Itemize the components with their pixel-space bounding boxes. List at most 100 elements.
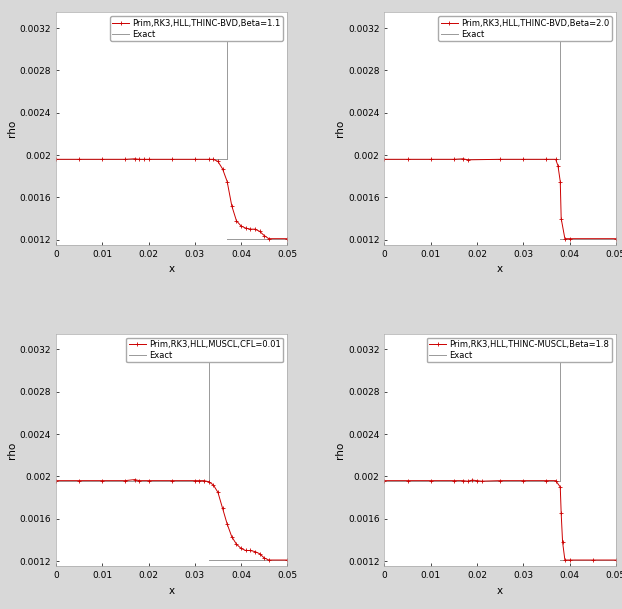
Line: Prim,RK3,HLL,THINC-BVD,Beta=2.0: Prim,RK3,HLL,THINC-BVD,Beta=2.0 [382, 157, 618, 241]
Prim,RK3,HLL,MUSCL,CFL=0.01 [75, 477, 83, 484]
Prim,RK3,HLL,THINC-BVD,Beta=1.1 [75, 156, 83, 163]
Prim,RK3,HLL,THINC-BVD,Beta=2.0 [557, 215, 565, 222]
X-axis label: x: x [169, 586, 175, 596]
Prim,RK3,HLL,THINC-BVD,Beta=1.1 [205, 156, 212, 163]
Prim,RK3,HLL,THINC-BVD,Beta=1.1 [131, 155, 138, 163]
Prim,RK3,HLL,MUSCL,CFL=0.01 [122, 477, 129, 484]
Prim,RK3,HLL,MUSCL,CFL=0.01 [52, 477, 60, 484]
Prim,RK3,HLL,MUSCL,CFL=0.01 [200, 477, 208, 484]
X-axis label: x: x [497, 264, 503, 275]
Prim,RK3,HLL,THINC-MUSCL,Beta=1.8 [552, 477, 559, 484]
Prim,RK3,HLL,THINC-BVD,Beta=1.1 [238, 222, 245, 230]
Exact [284, 557, 291, 564]
Prim,RK3,HLL,THINC-BVD,Beta=1.1 [233, 217, 240, 224]
Prim,RK3,HLL,MUSCL,CFL=0.01 [145, 477, 152, 484]
Prim,RK3,HLL,MUSCL,CFL=0.01 [136, 477, 143, 484]
Exact [205, 557, 212, 564]
Prim,RK3,HLL,THINC-MUSCL,Beta=1.8 [496, 477, 504, 484]
Prim,RK3,HLL,MUSCL,CFL=0.01 [265, 557, 272, 564]
Prim,RK3,HLL,THINC-BVD,Beta=1.1 [219, 165, 226, 172]
Legend: Prim,RK3,HLL,MUSCL,CFL=0.01, Exact: Prim,RK3,HLL,MUSCL,CFL=0.01, Exact [126, 337, 283, 362]
Prim,RK3,HLL,THINC-BVD,Beta=1.1 [251, 225, 259, 233]
Prim,RK3,HLL,THINC-BVD,Beta=1.1 [228, 202, 236, 209]
Prim,RK3,HLL,THINC-MUSCL,Beta=1.8 [566, 557, 573, 564]
Prim,RK3,HLL,THINC-BVD,Beta=1.1 [168, 156, 175, 163]
Prim,RK3,HLL,THINC-MUSCL,Beta=1.8 [542, 477, 550, 484]
Legend: Prim,RK3,HLL,THINC-BVD,Beta=2.0, Exact: Prim,RK3,HLL,THINC-BVD,Beta=2.0, Exact [439, 16, 611, 41]
Prim,RK3,HLL,THINC-BVD,Beta=1.1 [242, 225, 249, 232]
X-axis label: x: x [169, 264, 175, 275]
Legend: Prim,RK3,HLL,THINC-BVD,Beta=1.1, Exact: Prim,RK3,HLL,THINC-BVD,Beta=1.1, Exact [110, 16, 283, 41]
Prim,RK3,HLL,THINC-BVD,Beta=1.1 [191, 156, 198, 163]
Line: Prim,RK3,HLL,MUSCL,CFL=0.01: Prim,RK3,HLL,MUSCL,CFL=0.01 [53, 477, 290, 563]
Prim,RK3,HLL,MUSCL,CFL=0.01 [210, 481, 217, 488]
Exact [284, 235, 291, 242]
Exact [557, 235, 564, 242]
Prim,RK3,HLL,THINC-BVD,Beta=2.0 [542, 156, 550, 163]
Prim,RK3,HLL,THINC-MUSCL,Beta=1.8 [468, 476, 476, 484]
Prim,RK3,HLL,MUSCL,CFL=0.01 [98, 477, 106, 484]
Prim,RK3,HLL,THINC-MUSCL,Beta=1.8 [559, 538, 566, 546]
Prim,RK3,HLL,MUSCL,CFL=0.01 [233, 541, 240, 548]
Prim,RK3,HLL,THINC-BVD,Beta=1.1 [98, 156, 106, 163]
Prim,RK3,HLL,THINC-BVD,Beta=2.0 [427, 156, 434, 163]
Prim,RK3,HLL,THINC-BVD,Beta=1.1 [210, 156, 217, 163]
Prim,RK3,HLL,MUSCL,CFL=0.01 [214, 488, 221, 496]
Prim,RK3,HLL,THINC-BVD,Beta=1.1 [145, 156, 152, 163]
Y-axis label: rho: rho [335, 120, 345, 137]
Prim,RK3,HLL,THINC-BVD,Beta=1.1 [284, 235, 291, 242]
Prim,RK3,HLL,THINC-BVD,Beta=2.0 [404, 156, 411, 163]
Prim,RK3,HLL,MUSCL,CFL=0.01 [284, 557, 291, 564]
Prim,RK3,HLL,MUSCL,CFL=0.01 [205, 478, 212, 485]
Prim,RK3,HLL,THINC-MUSCL,Beta=1.8 [450, 477, 458, 484]
Prim,RK3,HLL,THINC-BVD,Beta=1.1 [122, 156, 129, 163]
Prim,RK3,HLL,THINC-BVD,Beta=2.0 [566, 235, 573, 242]
Exact [223, 235, 231, 242]
Prim,RK3,HLL,THINC-BVD,Beta=2.0 [450, 156, 458, 163]
Exact [612, 557, 620, 564]
Prim,RK3,HLL,THINC-MUSCL,Beta=1.8 [612, 557, 620, 564]
Prim,RK3,HLL,THINC-MUSCL,Beta=1.8 [561, 557, 569, 564]
Prim,RK3,HLL,THINC-BVD,Beta=2.0 [464, 156, 471, 163]
Prim,RK3,HLL,THINC-BVD,Beta=1.1 [140, 156, 147, 163]
Prim,RK3,HLL,THINC-BVD,Beta=2.0 [612, 235, 620, 242]
Prim,RK3,HLL,THINC-BVD,Beta=1.1 [261, 232, 268, 239]
Prim,RK3,HLL,MUSCL,CFL=0.01 [219, 504, 226, 512]
Prim,RK3,HLL,THINC-BVD,Beta=2.0 [552, 156, 559, 163]
Prim,RK3,HLL,THINC-MUSCL,Beta=1.8 [460, 477, 467, 484]
Prim,RK3,HLL,MUSCL,CFL=0.01 [168, 477, 175, 484]
Prim,RK3,HLL,THINC-BVD,Beta=2.0 [554, 162, 562, 169]
Exact [557, 557, 564, 564]
Prim,RK3,HLL,MUSCL,CFL=0.01 [196, 477, 203, 484]
Prim,RK3,HLL,THINC-MUSCL,Beta=1.8 [473, 477, 481, 484]
Prim,RK3,HLL,MUSCL,CFL=0.01 [131, 476, 138, 483]
Prim,RK3,HLL,THINC-BVD,Beta=2.0 [519, 156, 527, 163]
Prim,RK3,HLL,THINC-MUSCL,Beta=1.8 [478, 477, 485, 485]
Prim,RK3,HLL,THINC-MUSCL,Beta=1.8 [404, 477, 411, 484]
Prim,RK3,HLL,THINC-BVD,Beta=2.0 [460, 155, 467, 163]
Line: Prim,RK3,HLL,THINC-BVD,Beta=1.1: Prim,RK3,HLL,THINC-BVD,Beta=1.1 [53, 157, 290, 241]
Y-axis label: rho: rho [7, 120, 17, 137]
Prim,RK3,HLL,MUSCL,CFL=0.01 [228, 533, 236, 540]
Prim,RK3,HLL,THINC-BVD,Beta=2.0 [561, 235, 569, 242]
Prim,RK3,HLL,THINC-MUSCL,Beta=1.8 [427, 477, 434, 484]
Prim,RK3,HLL,THINC-BVD,Beta=2.0 [381, 156, 388, 163]
Prim,RK3,HLL,MUSCL,CFL=0.01 [246, 547, 254, 554]
Prim,RK3,HLL,MUSCL,CFL=0.01 [223, 520, 231, 527]
Prim,RK3,HLL,THINC-MUSCL,Beta=1.8 [557, 484, 564, 491]
Prim,RK3,HLL,THINC-BVD,Beta=2.0 [557, 178, 564, 185]
Prim,RK3,HLL,THINC-BVD,Beta=1.1 [214, 158, 221, 165]
Exact [612, 235, 620, 242]
Prim,RK3,HLL,THINC-BVD,Beta=1.1 [52, 156, 60, 163]
Prim,RK3,HLL,THINC-MUSCL,Beta=1.8 [519, 477, 527, 484]
Y-axis label: rho: rho [7, 442, 17, 459]
Prim,RK3,HLL,MUSCL,CFL=0.01 [242, 547, 249, 554]
Prim,RK3,HLL,THINC-BVD,Beta=1.1 [256, 228, 263, 235]
Prim,RK3,HLL,THINC-MUSCL,Beta=1.8 [381, 477, 388, 484]
Prim,RK3,HLL,THINC-BVD,Beta=1.1 [136, 156, 143, 163]
Prim,RK3,HLL,THINC-MUSCL,Beta=1.8 [589, 557, 596, 564]
X-axis label: x: x [497, 586, 503, 596]
Prim,RK3,HLL,THINC-BVD,Beta=1.1 [265, 235, 272, 242]
Y-axis label: rho: rho [335, 442, 345, 459]
Prim,RK3,HLL,THINC-BVD,Beta=1.1 [246, 225, 254, 233]
